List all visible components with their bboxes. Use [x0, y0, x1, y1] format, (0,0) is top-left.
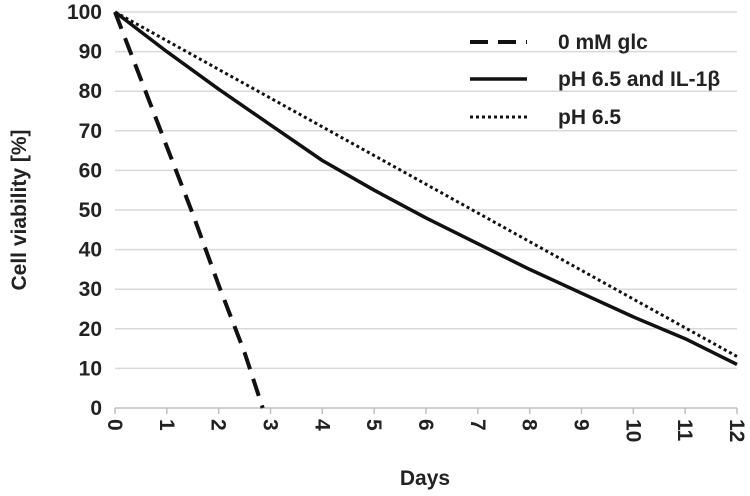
- x-tick-label: 12: [725, 419, 748, 442]
- x-tick-label: 5: [362, 419, 385, 431]
- x-tick-label: 2: [207, 419, 230, 431]
- y-tick-label: 100: [67, 1, 102, 24]
- series-line-2: [114, 10, 738, 358]
- x-tick-label: 0: [103, 419, 126, 431]
- y-tick-label: 20: [79, 318, 102, 341]
- y-tick-label: 40: [79, 239, 102, 262]
- axes: [114, 407, 738, 414]
- x-tick-label: 3: [259, 419, 282, 431]
- x-tick-label: 10: [621, 419, 644, 442]
- y-tick-label: 60: [79, 159, 102, 182]
- y-tick-label: 80: [79, 80, 102, 103]
- y-tick-label: 10: [79, 357, 102, 380]
- legend-label-0: 0 mM glc: [558, 31, 648, 54]
- y-tick-label: 30: [79, 278, 102, 301]
- x-tick-label: 4: [310, 419, 333, 431]
- x-tick-label: 8: [518, 419, 541, 431]
- x-axis-title: Days: [400, 467, 450, 490]
- series-lines: [113, 10, 738, 409]
- y-tick-label: 70: [79, 120, 102, 143]
- x-tick-label: 9: [570, 419, 593, 431]
- series-line-0: [113, 11, 265, 409]
- y-tick-label: 0: [90, 397, 102, 420]
- y-tick-label: 50: [79, 199, 102, 222]
- y-axis-title: Cell viability [%]: [8, 129, 31, 290]
- gridlines: [115, 11, 737, 370]
- series-line-1: [113, 10, 738, 366]
- x-tick-label: 1: [155, 419, 178, 431]
- x-tick-label: 6: [414, 419, 437, 431]
- x-tick-label: 7: [466, 419, 489, 431]
- legend-label-1: pH 6.5 and IL-1β: [558, 68, 720, 91]
- legend-label-2: pH 6.5: [558, 106, 621, 129]
- x-tick-label: 11: [673, 419, 696, 442]
- legend: 0 mM glc pH 6.5 and IL-1β pH 6.5: [470, 31, 720, 129]
- y-tick-label: 90: [79, 41, 102, 64]
